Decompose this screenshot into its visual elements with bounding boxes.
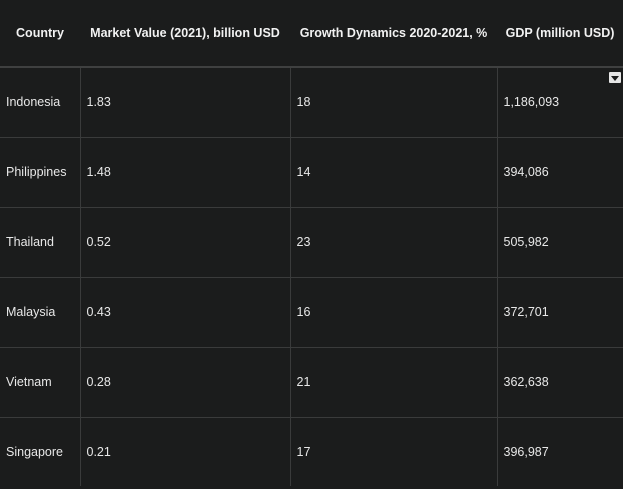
cell-market-value[interactable]: 0.52	[80, 207, 291, 278]
cell-gdp[interactable]: 505,982	[497, 207, 623, 278]
cell-gdp[interactable]: 372,701	[497, 277, 623, 348]
cell-gdp-value: 1,186,093	[503, 95, 560, 110]
cell-market-value[interactable]: 0.28	[80, 347, 291, 418]
cell-country[interactable]: Philippines	[0, 137, 81, 208]
cell-growth[interactable]: 14	[290, 137, 498, 208]
table-row: Indonesia 1.83 18 1,186,093	[0, 67, 623, 138]
column-header-market-value[interactable]: Market Value (2021), billion USD	[80, 0, 290, 68]
table-row: Philippines 1.48 14 394,086	[0, 137, 623, 208]
cell-gdp[interactable]: 396,987	[503, 444, 549, 459]
table-row: Vietnam 0.28 21 362,638	[0, 347, 623, 418]
cell-market-value[interactable]: 0.43	[80, 277, 291, 348]
cell-gdp[interactable]: 394,086	[497, 137, 623, 208]
cell-market-value[interactable]: 1.83	[80, 67, 291, 138]
cell-growth[interactable]: 18	[290, 67, 498, 138]
table-row: Thailand 0.52 23 505,982	[0, 207, 623, 278]
cell-market-value[interactable]: 1.48	[80, 137, 291, 208]
cell-country[interactable]: Malaysia	[0, 277, 81, 348]
cell-gdp[interactable]: 1,186,093	[497, 67, 623, 138]
column-header-gdp[interactable]: GDP (million USD)	[497, 0, 623, 68]
cell-gdp[interactable]: 362,638	[497, 347, 623, 418]
column-header-country[interactable]: Country	[0, 0, 80, 68]
column-header-growth[interactable]: Growth Dynamics 2020-2021, %	[290, 0, 497, 68]
table-row: Singapore 0.21 17 396,987	[0, 417, 623, 486]
table-row: Malaysia 0.43 16 372,701	[0, 277, 623, 348]
cell-growth[interactable]: 21	[290, 347, 498, 418]
cell-country[interactable]: Indonesia	[0, 67, 81, 138]
cell-country[interactable]: Vietnam	[0, 347, 81, 418]
cell-country[interactable]: Singapore	[0, 417, 81, 486]
cell-growth[interactable]: 23	[290, 207, 498, 278]
chevron-down-icon[interactable]	[609, 72, 621, 83]
cell-growth[interactable]: 16	[290, 277, 498, 348]
cell-country[interactable]: Thailand	[0, 207, 81, 278]
cell-market-value[interactable]: 0.21	[80, 417, 291, 486]
header-row: Country Market Value (2021), billion USD…	[0, 0, 623, 68]
cell-growth[interactable]: 17	[290, 417, 498, 486]
